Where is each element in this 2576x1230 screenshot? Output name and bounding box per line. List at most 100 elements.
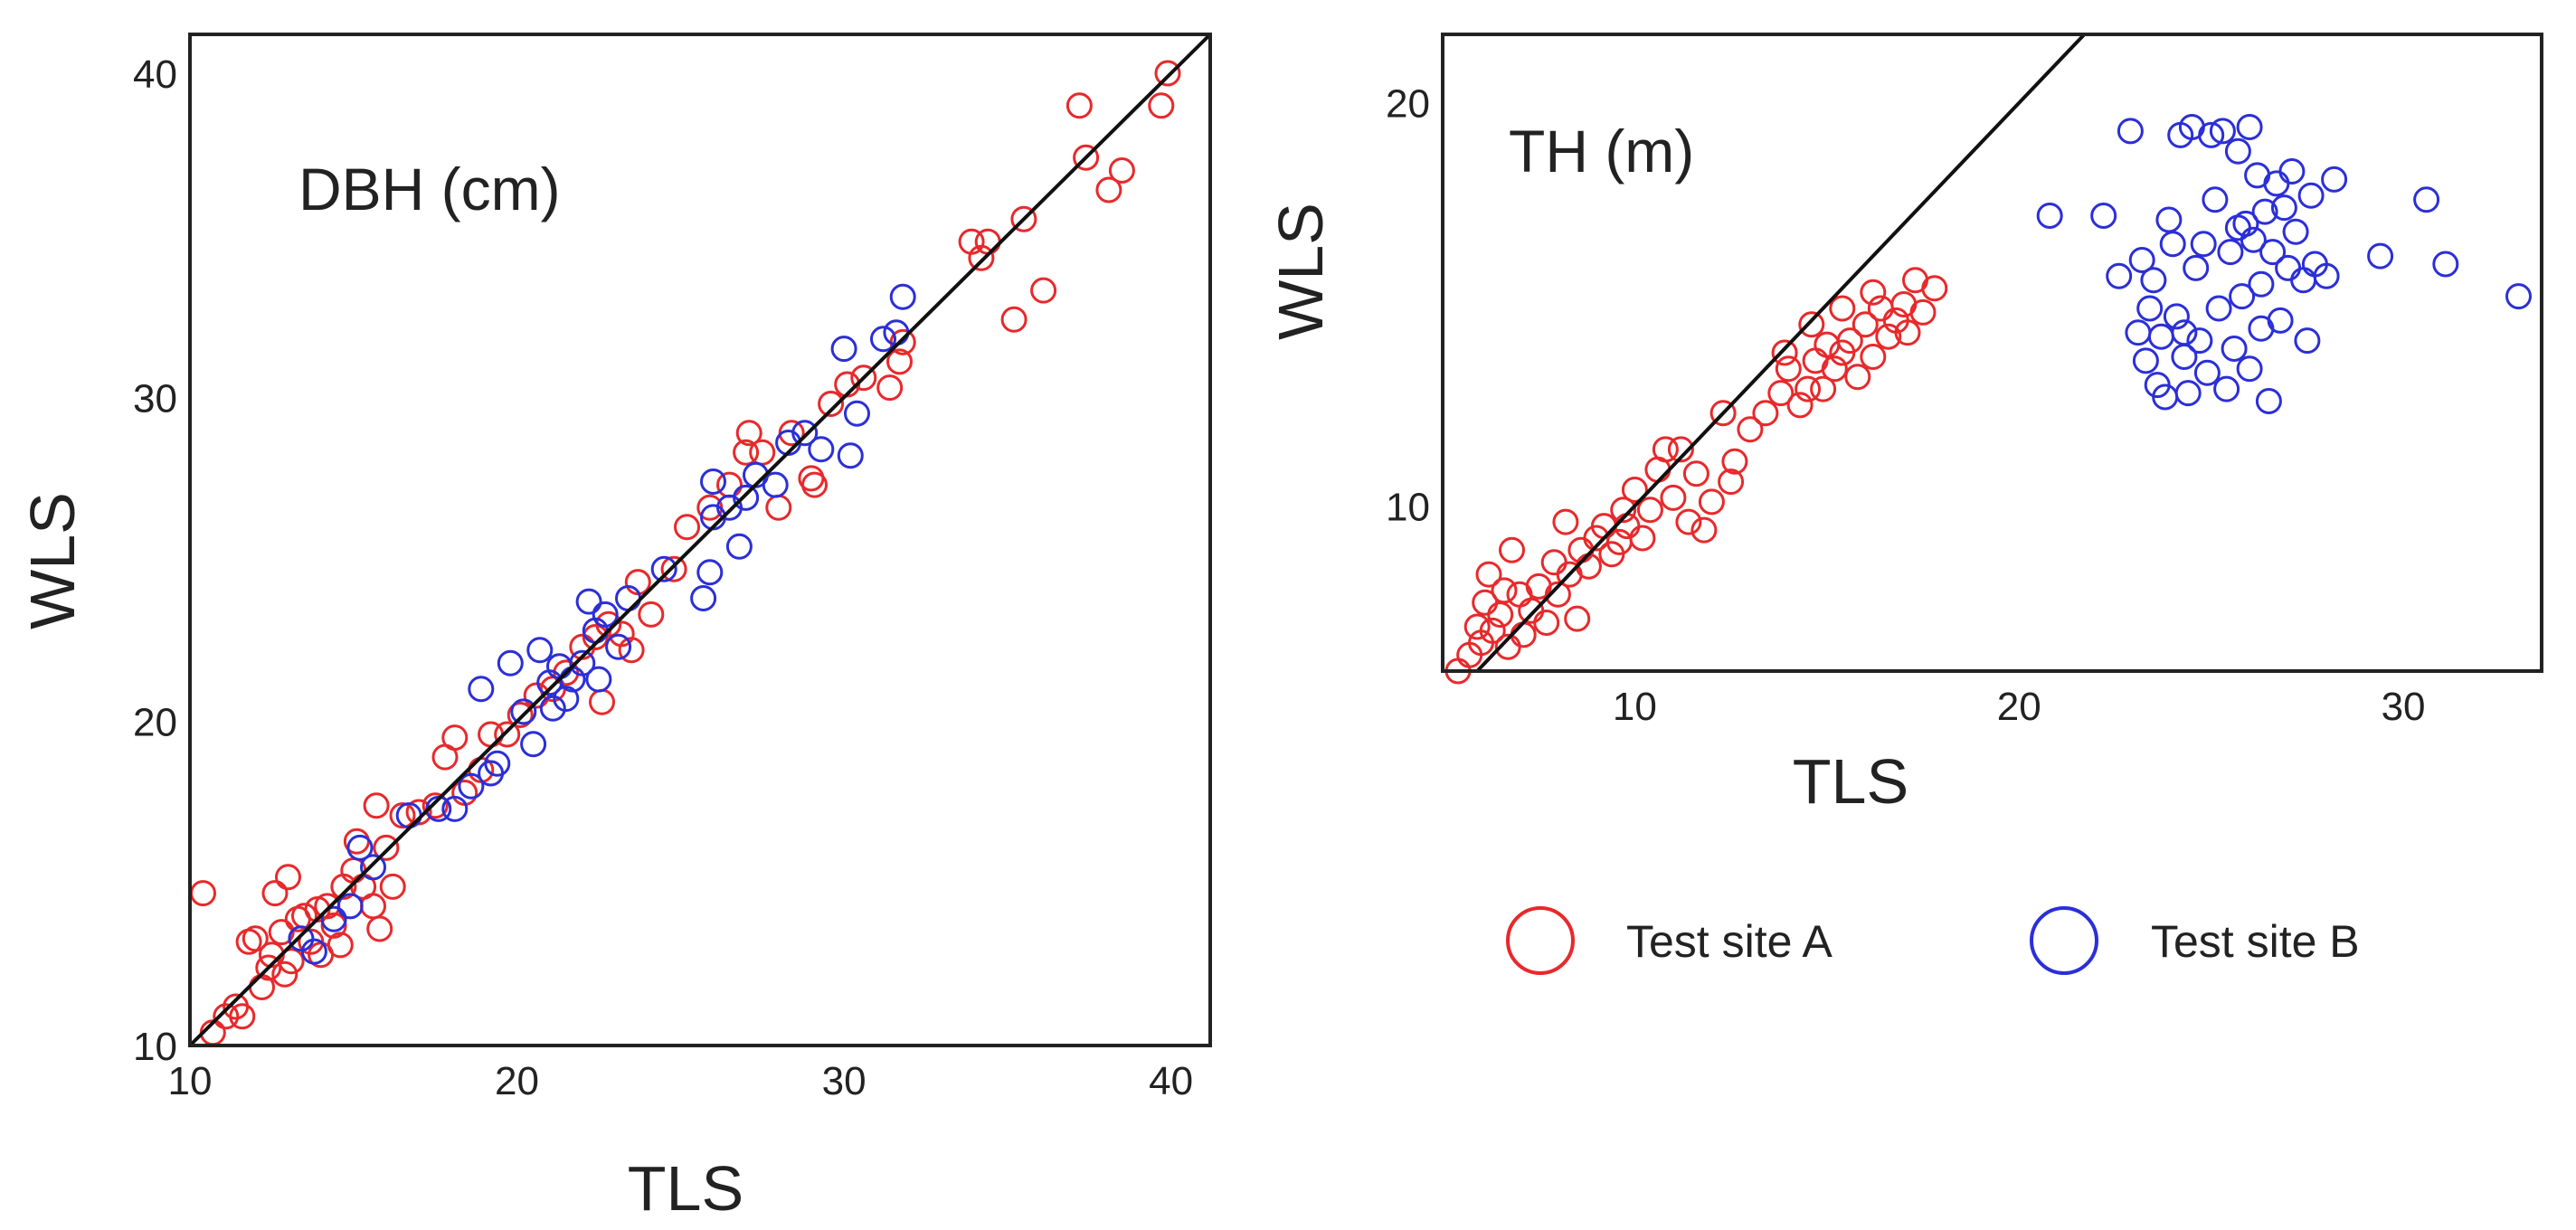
- legend-item-site-b: Test site B: [2030, 906, 2360, 975]
- dbh-point-site-a: [275, 864, 301, 891]
- dbh-point-site-a: [507, 702, 534, 728]
- th-point-site-b: [2321, 166, 2348, 193]
- dbh-point-site-b: [830, 336, 857, 363]
- dbh-point-site-a: [735, 420, 762, 447]
- legend-label-site-b: Test site B: [2151, 916, 2360, 967]
- th-point-site-a: [1499, 536, 1525, 563]
- y-tick-label: 20: [133, 701, 177, 745]
- th-point-site-b: [2190, 231, 2217, 258]
- th-point-site-a: [1552, 508, 1579, 535]
- dbh-point-site-a: [389, 802, 416, 829]
- th-point-site-a: [1810, 375, 1837, 402]
- legend-label-site-a: Test site A: [1626, 916, 1833, 967]
- th-point-site-b: [2270, 194, 2297, 222]
- th-y-axis-title: WLS: [1265, 203, 1336, 340]
- th-point-site-b: [2297, 182, 2325, 209]
- dbh-point-site-b: [762, 471, 789, 498]
- dbh-point-site-a: [876, 374, 904, 402]
- dbh-point-site-b: [526, 637, 554, 664]
- th-point-site-a: [1667, 436, 1694, 463]
- dbh-point-site-a: [366, 915, 393, 942]
- th-point-site-a: [1829, 295, 1856, 322]
- th-point-site-b: [2282, 218, 2309, 245]
- dbh-point-site-a: [674, 514, 700, 541]
- dbh-point-site-a: [801, 471, 828, 498]
- dbh-point-site-a: [261, 880, 289, 907]
- dbh-point-site-a: [373, 834, 400, 861]
- dbh-point-site-b: [553, 686, 580, 713]
- th-point-site-a: [1533, 610, 1560, 636]
- legend-marker-site-b: [2030, 906, 2098, 975]
- th-point-site-b: [2117, 118, 2144, 145]
- dbh-point-site-b: [320, 905, 347, 932]
- th-point-site-a: [1709, 400, 1737, 427]
- dbh-point-site-a: [660, 555, 687, 582]
- dbh-point-site-b: [346, 834, 374, 861]
- th-point-site-b: [2174, 380, 2202, 407]
- dbh-point-site-b: [808, 436, 835, 463]
- dbh-point-site-b: [650, 555, 677, 582]
- legend-item-site-a: Test site A: [1506, 906, 1833, 975]
- th-point-site-b: [2259, 239, 2287, 266]
- y-tick-label: 30: [133, 376, 177, 421]
- dbh-axis-ticks: 10 20 30 40 10 20 30 40: [133, 52, 1193, 1103]
- th-point-site-a: [1660, 484, 1687, 511]
- th-point-site-a: [1491, 577, 1518, 604]
- dbh-chart: 10 20 30 40 10 20 30 40 DBH (cm) TLS WLS: [17, 33, 1212, 1224]
- th-point-site-a: [1737, 416, 1764, 443]
- th-x-axis-title: TLS: [1793, 746, 1908, 817]
- th-point-site-b: [2224, 214, 2251, 241]
- th-point-site-b: [2163, 303, 2190, 330]
- dbh-point-site-b: [458, 772, 485, 800]
- th-point-site-b: [2248, 315, 2275, 342]
- dbh-point-site-a: [765, 494, 792, 521]
- th-point-site-a: [1875, 323, 1902, 350]
- dbh-point-site-b: [575, 588, 602, 615]
- legend-marker-site-a: [1506, 906, 1575, 975]
- th-point-site-a: [1544, 581, 1571, 608]
- th-point-site-a: [1564, 605, 1591, 632]
- dbh-y-axis-title: WLS: [17, 492, 88, 629]
- dbh-point-site-b: [360, 854, 386, 881]
- dbh-point-site-a: [421, 792, 449, 819]
- dbh-point-site-a: [213, 1003, 240, 1030]
- th-point-site-b: [2159, 231, 2186, 258]
- th-point-site-a: [1675, 508, 1702, 535]
- th-point-site-a: [1909, 298, 1937, 326]
- th-point-site-b: [2171, 319, 2198, 346]
- th-point-site-a: [1798, 311, 1825, 338]
- dbh-point-site-a: [716, 471, 743, 498]
- th-point-site-b: [2209, 118, 2236, 145]
- th-point-site-a: [1767, 380, 1795, 407]
- dbh-point-site-b: [696, 559, 724, 586]
- dbh-point-site-a: [1073, 144, 1100, 171]
- dbh-point-site-b: [300, 938, 327, 965]
- dbh-plot-frame: [188, 33, 1212, 1047]
- dbh-point-site-a: [441, 724, 469, 752]
- dbh-point-site-a: [190, 880, 216, 907]
- th-point-site-b: [2198, 121, 2225, 148]
- th-point-site-b: [2263, 170, 2290, 197]
- dbh-point-site-a: [733, 439, 760, 466]
- dbh-point-site-a: [278, 948, 305, 975]
- th-point-site-a: [1795, 375, 1822, 402]
- th-point-site-b: [2275, 254, 2302, 281]
- dbh-point-site-a: [968, 244, 995, 271]
- th-point-site-a: [1860, 344, 1887, 370]
- th-point-site-a: [1721, 448, 1748, 475]
- th-point-site-b: [2313, 262, 2340, 289]
- dbh-point-site-a: [886, 348, 913, 375]
- th-point-site-a: [1621, 477, 1648, 503]
- dbh-point-site-b: [844, 400, 870, 427]
- dbh-point-site-a: [360, 893, 386, 920]
- th-point-site-b: [2278, 158, 2306, 184]
- th-point-site-a: [1775, 355, 1802, 383]
- th-point-site-b: [2251, 198, 2278, 225]
- th-one-to-one-line: [1475, 33, 2086, 673]
- y-tick-label: 20: [1386, 82, 1430, 127]
- th-point-site-b: [2236, 355, 2263, 383]
- th-point-site-b: [2505, 283, 2532, 310]
- th-point-site-b: [2125, 319, 2152, 346]
- dbh-point-site-b: [468, 676, 495, 703]
